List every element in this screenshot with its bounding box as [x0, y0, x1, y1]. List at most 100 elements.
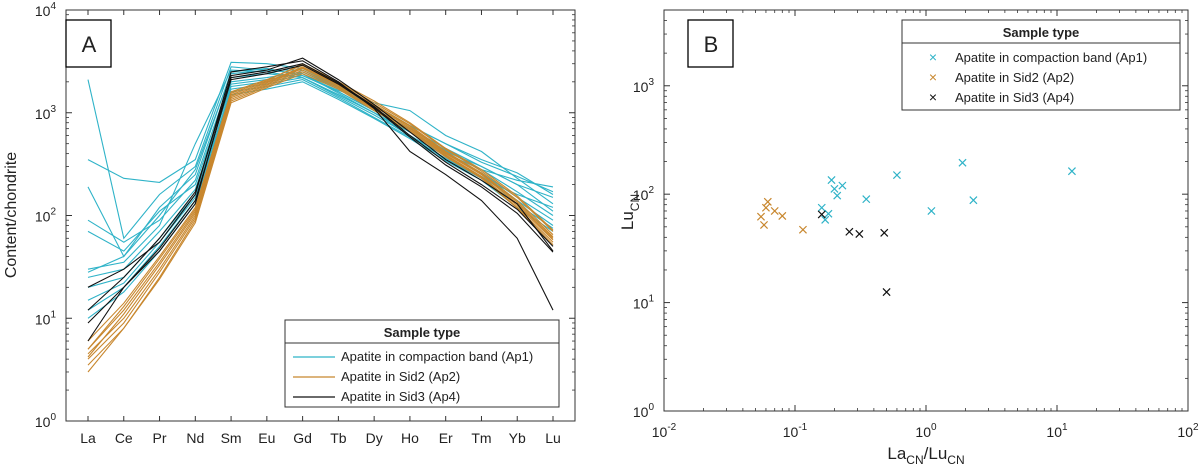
panel-a-xtick-label: Sm: [221, 430, 242, 446]
panel-b-xtick-label: 100: [915, 422, 937, 440]
panel-a-ytick-label: 101: [35, 309, 57, 327]
panel-a-xtick-label: Ho: [401, 430, 419, 446]
panel-b-label: B: [704, 32, 719, 57]
panel-b-legend-label-ap1: Apatite in compaction band (Ap1): [955, 50, 1147, 65]
panel-a-xtick-label: Dy: [366, 430, 383, 446]
panel-b-ylabel: LuCN: [618, 194, 642, 230]
panel-a: La Ce Pr Nd Sm Eu Gd Tb Dy Ho Er Tm Yb Lu 100 101 102 103…: [3, 1, 576, 446]
panel-b-point-s0-11: [969, 196, 978, 205]
panel-a-series-line-ap4-22: [87, 63, 554, 311]
panel-a-legend: Sample type Apatite in compaction band (…: [284, 319, 560, 408]
panel-a-series-line-ap2-14: [87, 69, 554, 360]
panel-b-legend-label-ap4: Apatite in Sid3 (Ap4): [955, 90, 1074, 105]
panel-a-legend-box: [284, 319, 560, 408]
panel-b-point-s2-0: [817, 210, 826, 219]
panel-b-xlabel-la-sub: CN: [906, 453, 923, 467]
panel-a-xtick-label: La: [80, 430, 96, 446]
panel-b-ytick-label: 102: [633, 185, 655, 203]
panel-b-point-s1-4: [770, 206, 779, 216]
panel-a-series-line-ap1-5: [87, 69, 554, 270]
panel-a-series-line-ap4-20: [87, 57, 554, 342]
panel-a-ytick-label: 100: [35, 412, 57, 430]
panel-b-point-s1-3: [763, 197, 772, 206]
panel-a-series-line-ap2-16: [87, 73, 554, 373]
panel-b-point-s0-12: [1067, 167, 1076, 176]
panel-a-label-box: [65, 19, 112, 68]
panel-b-point-s1-6: [798, 225, 807, 234]
panel-b-point-s2-1: [845, 227, 854, 236]
panel-a-legend-label-ap4: Apatite in Sid3 (Ap4): [341, 389, 460, 404]
panel-b-xlabel: LaCN/LuCN: [887, 444, 964, 467]
panel-b-legend-marker-ap1: ×: [929, 49, 937, 65]
panel-b-point-s2-3: [880, 228, 889, 237]
panel-a-ylabel: Content/chondrite: [3, 152, 20, 278]
panel-b-point-s1-1: [759, 220, 769, 229]
panel-b-point-s1-0: [756, 212, 766, 221]
panel-a-label: A: [82, 32, 97, 57]
panel-a-xtick-label: Nd: [186, 430, 204, 446]
panel-b-point-s0-3: [827, 176, 836, 185]
panel-b-point-s0-1: [821, 215, 830, 224]
panel-b-point-s0-6: [838, 181, 847, 190]
panel-b-legend-marker-ap2: ×: [929, 69, 937, 85]
panel-b-point-s0-0: [817, 203, 826, 212]
panel-b-xtick-label: 102: [1177, 422, 1199, 440]
panel-b-point-s1-2: [761, 203, 770, 212]
panel-b-xlabel-lu: Lu: [928, 444, 947, 463]
panel-b-point-s0-4: [830, 184, 839, 193]
panel-a-series-lines: [87, 57, 554, 373]
panel-a-series-line-ap2-12: [87, 66, 554, 350]
panel-b-point-s0-8: [892, 171, 901, 180]
panel-a-xtick-label: Gd: [293, 430, 312, 446]
panel-a-xtick-label: Eu: [258, 430, 275, 446]
panel-b-point-s0-7: [862, 195, 871, 204]
panel-b-xtick-label: 10-2: [652, 422, 677, 440]
panel-a-xtick-label: Tb: [330, 430, 347, 446]
panel-b-xlabel-slash: /: [924, 444, 929, 463]
panel-a-legend-label-ap1: Apatite in compaction band (Ap1): [341, 349, 533, 364]
panel-a-xtick-label: Pr: [153, 430, 167, 446]
panel-a-xtick-label: Yb: [509, 430, 526, 446]
panel-b-ytick-label: 103: [633, 77, 655, 95]
panel-a-series-line-ap2-19: [87, 66, 554, 358]
panel-b-xlabel-lu-sub: CN: [947, 453, 964, 467]
panel-b-legend-box: [901, 19, 1181, 111]
panel-a-series-line-ap4-21: [87, 60, 554, 311]
panel-a-ticks: La Ce Pr Nd Sm Eu Gd Tb Dy Ho Er Tm Yb Lu 100 101 102 103…: [35, 1, 575, 446]
panel-a-series-line-ap2-15: [87, 71, 554, 366]
panel-b-point-s0-2: [824, 209, 833, 218]
panel-b-legend-marker-ap4: ×: [929, 89, 937, 105]
panel-b-point-s2-2: [855, 229, 864, 238]
panel-b-label-box: [687, 19, 734, 68]
panel-b-ytick-label: 101: [633, 294, 655, 312]
panel-a-series-line-ap2-13: [87, 67, 554, 355]
panel-b-xtick-label: 101: [1046, 422, 1068, 440]
panel-a-legend-label-ap2: Apatite in Sid2 (Ap2): [341, 369, 460, 384]
panel-b-xtick-label: 10-1: [783, 422, 808, 440]
panel-b-point-s0-5: [833, 191, 842, 200]
panel-a-xtick-label: Tm: [471, 430, 491, 446]
panel-b-point-s2-4: [882, 288, 891, 297]
panel-a-series-line-ap1-10: [87, 69, 554, 273]
panel-a-series-line-ap4-23: [87, 64, 554, 324]
panel-b-xlabel-la: La: [887, 444, 906, 463]
panel-b-point-s1-5: [778, 211, 787, 220]
panel-a-xtick-label: Er: [439, 430, 453, 446]
panel-b-point-s0-9: [927, 206, 936, 216]
panel-a-ytick-label: 103: [35, 104, 57, 122]
panel-b-ylabel-sub: CN: [628, 194, 642, 211]
panel-a-ytick-label: 102: [35, 207, 57, 225]
panel-a-xtick-label: Lu: [545, 430, 561, 446]
panel-a-ytick-label: 104: [35, 1, 57, 19]
panel-b-legend-title: Sample type: [1003, 25, 1080, 40]
panel-b-legend: Sample type × Apatite in compaction band…: [901, 19, 1181, 111]
panel-b-ticks: 10-2 10-1 100 101 102 100 101 102 103: [633, 9, 1199, 440]
panel-b-point-s0-10: [958, 158, 967, 167]
panel-b-points: [756, 158, 1076, 297]
panel-a-legend-title: Sample type: [384, 325, 461, 340]
panel-a-xtick-label: Ce: [115, 430, 133, 446]
panel-b-ytick-label: 100: [633, 402, 655, 420]
